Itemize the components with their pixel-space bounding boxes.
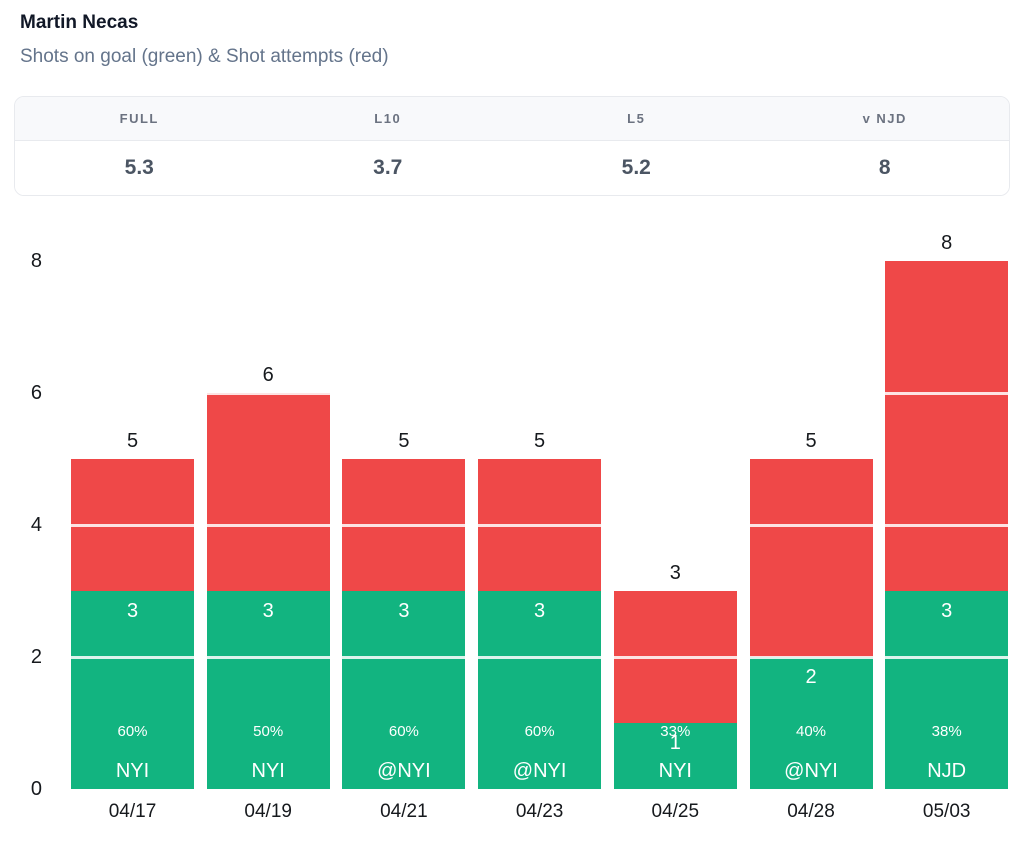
stat-column-value: 3.7 [373, 156, 403, 179]
chart-gridline [64, 524, 1016, 527]
stat-column-header: L10 [374, 111, 402, 126]
x-axis-date-label: 05/03 [922, 801, 971, 822]
shooting-percentage-label: 50% [253, 723, 284, 740]
stat-column-header: v NJD [862, 111, 907, 126]
y-axis-tick-label: 8 [30, 250, 42, 272]
opponent-label: NJD [927, 760, 967, 782]
x-axis-date-label: 04/21 [380, 801, 428, 822]
page-title: Martin Necas [20, 12, 139, 33]
stat-column-value: 8 [878, 156, 891, 179]
opponent-label: NYI [115, 760, 150, 782]
chart-gridline [64, 392, 1016, 395]
shots-on-goal-segment [342, 591, 466, 789]
shot-attempts-segment [885, 261, 1009, 591]
shots-on-goal-value-label: 2 [805, 666, 817, 688]
shots-on-goal-value-label: 3 [126, 600, 139, 622]
x-axis-date-label: 04/19 [244, 801, 292, 822]
stats-header-row: FULL L10 L5 v NJD [15, 97, 1009, 141]
game-bar: 8 3 38% NJD [885, 233, 1009, 789]
opponent-label: NYI [251, 760, 285, 782]
x-axis-date-label: 04/28 [787, 801, 835, 822]
game-bar: 3 1 33% NYI [613, 563, 737, 789]
game-bar: 6 3 50% NYI [206, 365, 330, 789]
shots-on-goal-segment [478, 591, 602, 789]
y-axis-tick-label: 4 [30, 514, 42, 536]
shots-on-goal-segment [613, 723, 737, 789]
shots-on-goal-value-label: 1 [669, 732, 681, 754]
game-bar: 5 3 60% NYI [71, 431, 194, 789]
game-bar: 5 3 60% @NYI [342, 431, 466, 789]
shooting-percentage-label: 60% [117, 723, 148, 740]
shooting-percentage-label: 38% [931, 723, 962, 740]
chart-gridline [64, 656, 1016, 659]
shot-attempts-segment [206, 393, 330, 591]
page-subtitle: Shots on goal (green) & Shot attempts (r… [20, 46, 389, 67]
game-bar: 5 2 40% @NYI [749, 431, 873, 789]
shots-on-goal-segment [749, 657, 873, 789]
shot-attempts-total-label: 8 [941, 232, 953, 254]
shooting-percentage-label: 60% [524, 723, 555, 740]
shots-on-goal-value-label: 3 [262, 600, 274, 622]
shots-on-goal-segment [206, 591, 330, 789]
stat-column-header: FULL [119, 111, 159, 126]
opponent-label: @NYI [512, 760, 567, 782]
x-axis-date-label: 04/17 [108, 801, 157, 822]
shooting-percentage-label: 60% [388, 723, 419, 740]
y-axis-tick-label: 0 [30, 778, 42, 800]
shooting-percentage-label: 33% [660, 723, 691, 740]
shots-on-goal-value-label: 3 [534, 600, 546, 622]
opponent-label: NYI [658, 760, 692, 782]
shot-attempts-total-label: 3 [669, 562, 681, 584]
opponent-label: @NYI [377, 760, 431, 782]
opponent-label: @NYI [784, 760, 838, 782]
y-axis-tick-label: 6 [30, 382, 42, 404]
shooting-percentage-label: 40% [795, 723, 827, 740]
shots-on-goal-value-label: 3 [398, 600, 410, 622]
stat-column-header: L5 [627, 111, 646, 126]
game-bar: 5 3 60% @NYI [478, 431, 602, 789]
shot-attempts-segment [749, 459, 873, 657]
shots-on-goal-value-label: 3 [941, 600, 953, 622]
shot-attempts-total-label: 5 [126, 430, 139, 452]
shot-attempts-total-label: 5 [398, 430, 410, 452]
stats-summary-table: FULL L10 L5 v NJD 5.3 3.7 5.2 8 [14, 96, 1010, 196]
stat-column-value: 5.2 [621, 156, 651, 179]
stat-column-value: 5.3 [124, 156, 154, 179]
y-axis-tick-label: 2 [30, 646, 42, 668]
shot-attempts-total-label: 5 [805, 430, 817, 452]
shots-on-goal-segment [885, 591, 1009, 789]
x-axis-date-label: 04/23 [515, 801, 564, 822]
shot-attempts-total-label: 6 [262, 364, 274, 386]
stats-value-row: 5.3 3.7 5.2 8 [15, 141, 1009, 195]
x-axis-date-label: 04/25 [651, 801, 700, 822]
shot-attempts-total-label: 5 [534, 430, 546, 452]
shots-on-goal-segment [71, 591, 194, 789]
